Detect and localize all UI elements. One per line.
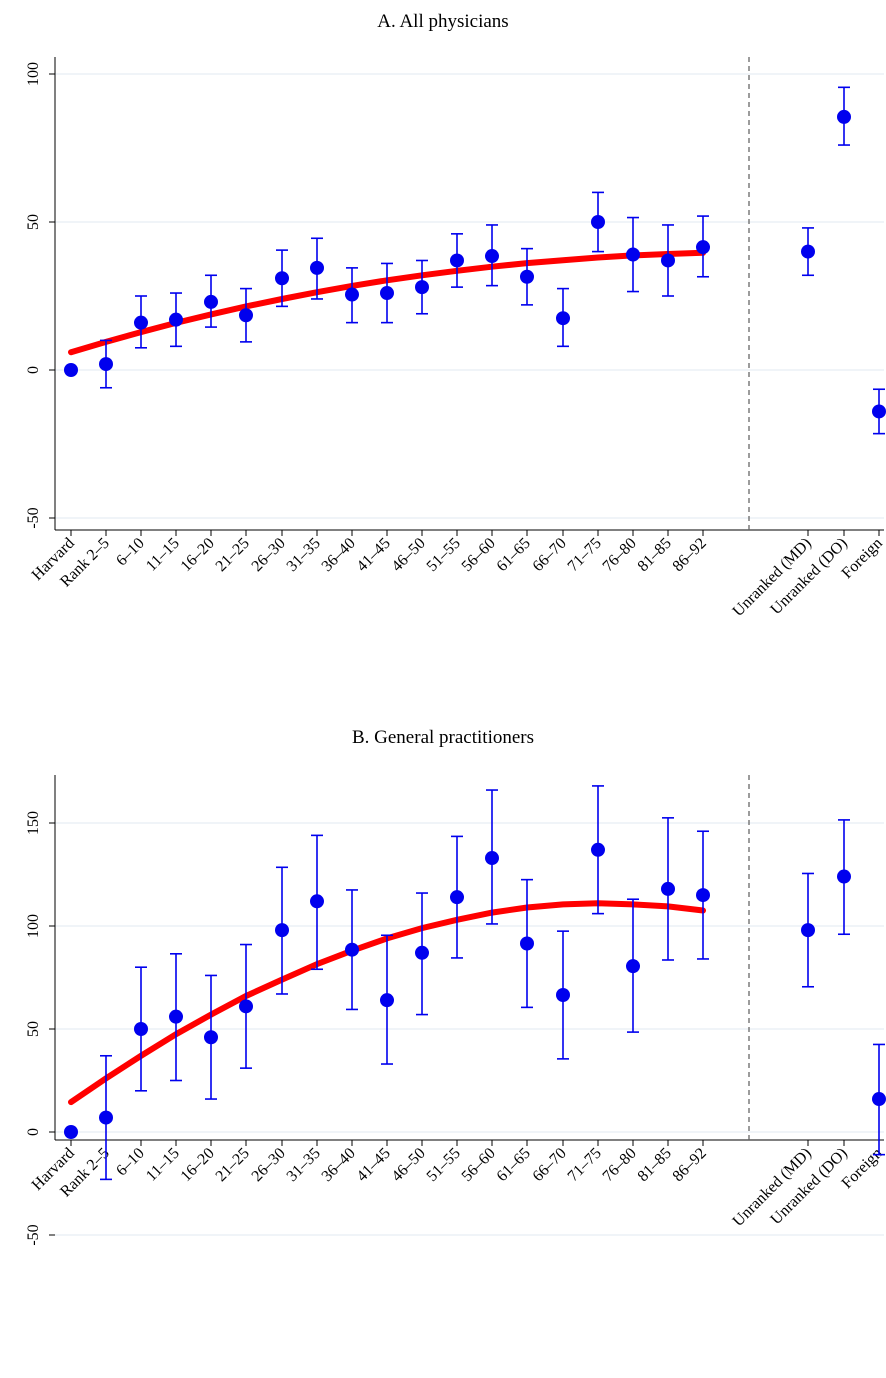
data-point — [415, 280, 429, 295]
x-tick-label: 31–35 — [284, 535, 324, 575]
data-point — [520, 269, 534, 284]
x-tick-label: 11–15 — [143, 535, 183, 575]
data-point — [204, 294, 218, 309]
x-tick-label: 76–80 — [600, 535, 640, 575]
x-tick-label: 71–75 — [565, 1145, 605, 1185]
y-tick-label: -50 — [25, 1224, 42, 1245]
x-tick-label: 31–35 — [284, 1145, 324, 1185]
data-point — [310, 260, 324, 275]
x-tick-label: 71–75 — [565, 535, 605, 575]
data-point — [275, 923, 289, 938]
y-tick-label: 0 — [25, 366, 42, 374]
data-point — [239, 308, 253, 323]
panel-title: B. General practitioners — [352, 727, 534, 748]
x-tick-label: 56–60 — [459, 535, 499, 575]
data-point — [661, 253, 675, 268]
y-tick-label: -50 — [25, 507, 42, 528]
data-point — [415, 945, 429, 960]
y-tick-label: 0 — [25, 1128, 42, 1136]
x-tick-label: 36–40 — [319, 535, 359, 575]
x-tick-label: 66–70 — [530, 1145, 570, 1185]
x-tick-label: 66–70 — [530, 535, 570, 575]
data-point — [169, 1009, 183, 1024]
x-tick-label: 61–65 — [494, 1145, 534, 1185]
x-tick-label: 81–85 — [635, 535, 675, 575]
data-point — [99, 357, 113, 372]
data-point — [661, 881, 675, 896]
x-tick-label: 21–25 — [213, 535, 253, 575]
x-tick-label: 46–50 — [389, 1145, 429, 1185]
data-point — [696, 240, 710, 255]
x-tick-label: 61–65 — [494, 535, 534, 575]
x-tick-label: 51–55 — [424, 1145, 464, 1185]
data-point — [345, 287, 359, 302]
data-point — [801, 244, 815, 259]
data-point — [134, 315, 148, 330]
x-tick-label: 26–30 — [249, 535, 289, 575]
data-point — [134, 1022, 148, 1036]
data-point — [345, 942, 359, 957]
x-tick-label: 6–10 — [113, 535, 148, 570]
data-point — [801, 923, 815, 938]
data-point — [591, 215, 605, 229]
y-tick-label: 50 — [25, 1021, 42, 1037]
panel-b: B. General practitioners-50050100150Harv… — [25, 727, 886, 1246]
data-point — [450, 890, 464, 905]
x-tick-label: 26–30 — [249, 1145, 289, 1185]
data-point — [872, 1092, 886, 1107]
data-point — [485, 249, 499, 264]
x-tick-label: 6–10 — [113, 1145, 148, 1180]
data-point — [169, 312, 183, 327]
x-tick-label: 76–80 — [600, 1145, 640, 1185]
data-point — [204, 1030, 218, 1045]
x-tick-label: 16–20 — [178, 1145, 218, 1185]
panel-title: A. All physicians — [377, 11, 508, 32]
data-point — [872, 404, 886, 419]
x-tick-label: 41–45 — [354, 535, 394, 575]
x-tick-label: 46–50 — [389, 535, 429, 575]
data-point — [380, 993, 394, 1008]
data-point — [64, 1125, 78, 1139]
data-point — [275, 271, 289, 286]
y-tick-label: 50 — [25, 214, 42, 230]
x-tick-label: 81–85 — [635, 1145, 675, 1185]
data-point — [696, 888, 710, 903]
data-point — [450, 253, 464, 268]
x-tick-label: 56–60 — [459, 1145, 499, 1185]
y-tick-label: 100 — [25, 914, 42, 938]
x-tick-label: 86–92 — [670, 1145, 710, 1185]
data-point — [485, 851, 499, 866]
data-point — [556, 311, 570, 326]
data-point — [837, 109, 851, 124]
data-point — [556, 988, 570, 1003]
x-tick-label: 51–55 — [424, 535, 464, 575]
x-tick-label: 16–20 — [178, 535, 218, 575]
x-tick-label: 11–15 — [143, 1145, 183, 1185]
y-tick-label: 150 — [25, 811, 42, 835]
x-tick-label: 41–45 — [354, 1145, 394, 1185]
data-point — [591, 842, 605, 857]
data-point — [837, 869, 851, 884]
data-point — [626, 959, 640, 974]
data-point — [520, 936, 534, 951]
data-point — [239, 999, 253, 1014]
data-point — [99, 1110, 113, 1125]
data-point — [626, 247, 640, 262]
data-point — [310, 894, 324, 909]
x-tick-label: 21–25 — [213, 1145, 253, 1185]
data-point — [64, 363, 78, 377]
y-tick-label: 100 — [25, 62, 42, 86]
x-tick-label: 36–40 — [319, 1145, 359, 1185]
data-point — [380, 286, 394, 301]
x-tick-label: 86–92 — [670, 535, 710, 575]
